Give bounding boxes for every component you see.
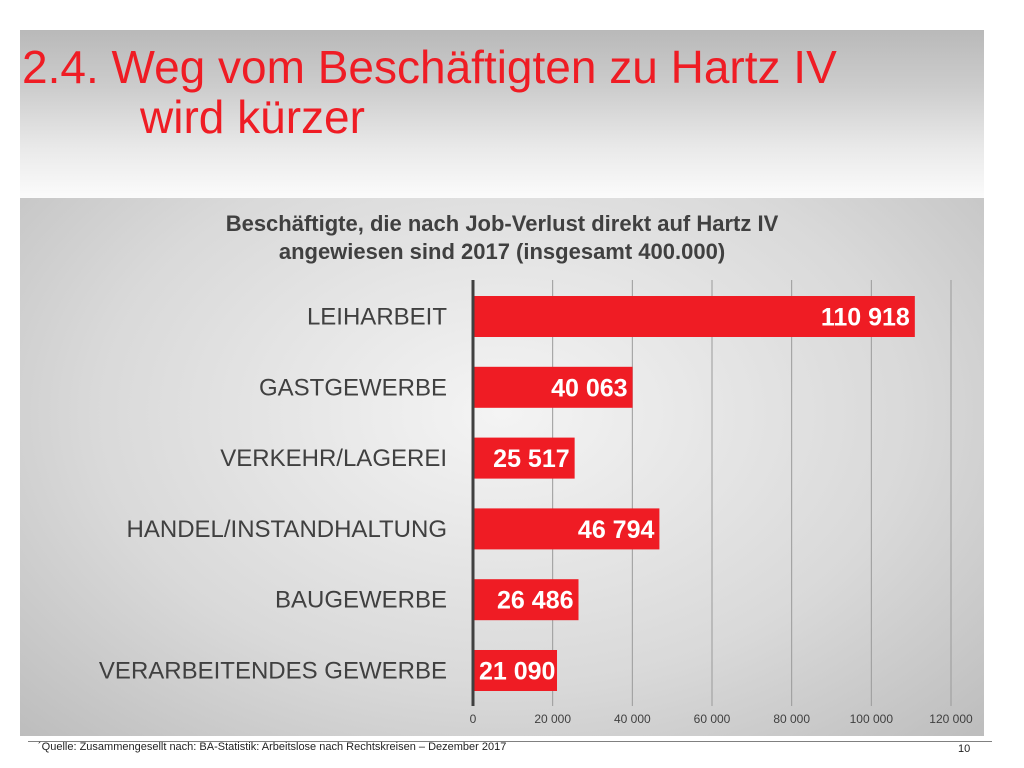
x-tick-label: 80 000 xyxy=(773,712,810,726)
category-label: LEIHARBEIT xyxy=(307,304,447,331)
x-tick-label: 0 xyxy=(470,712,477,726)
slide-title-line-2: wird kürzer xyxy=(140,91,365,143)
bar xyxy=(473,508,660,550)
data-label: 40 063 xyxy=(551,374,627,402)
bar xyxy=(473,579,579,621)
chart-title: Beschäftigte, die nach Job-Verlust direk… xyxy=(20,210,984,266)
data-label: 26 486 xyxy=(497,587,573,615)
slide-title-line-1: 2.4. Weg vom Beschäftigten zu Hartz IV xyxy=(22,41,837,93)
data-label: 46 794 xyxy=(578,516,655,544)
bar xyxy=(473,437,575,479)
x-tick-label: 120 000 xyxy=(929,712,973,726)
chart-title-line-2: angewiesen sind 2017 (insgesamt 400.000) xyxy=(278,239,726,264)
bar xyxy=(473,650,558,691)
title-banner xyxy=(20,30,984,198)
category-label: VERKEHR/LAGEREI xyxy=(220,445,447,472)
data-label: 25 517 xyxy=(493,445,569,473)
data-label: 21 090 xyxy=(479,658,555,686)
category-label: VERARBEITENDES GEWERBE xyxy=(99,658,447,685)
x-tick-label: 100 000 xyxy=(850,712,894,726)
footer-divider xyxy=(28,741,992,742)
chart-title-line-1: Beschäftigte, die nach Job-Verlust direk… xyxy=(225,211,779,236)
category-label: GASTGEWERBE xyxy=(259,374,447,401)
data-label: 110 918 xyxy=(821,304,910,332)
bar xyxy=(473,296,915,337)
bar xyxy=(473,366,633,408)
x-tick-label: 20 000 xyxy=(534,712,571,726)
x-tick-label: 60 000 xyxy=(694,712,731,726)
page-number: 10 xyxy=(958,743,971,755)
category-label: BAUGEWERBE xyxy=(275,587,447,614)
bar-chart: LEIHARBEIT 110 918 GASTGEWERBE 40 063 VERKEH… xyxy=(99,280,973,726)
source-note: ´Quelle: Zusammengesellt nach: BA-Statis… xyxy=(38,741,507,753)
category-label: HANDEL/INSTANDHALTUNG xyxy=(127,516,447,543)
slide-title: 2.4. Weg vom Beschäftigten zu Hartz IV w… xyxy=(22,42,837,142)
x-tick-label: 40 000 xyxy=(614,712,651,726)
